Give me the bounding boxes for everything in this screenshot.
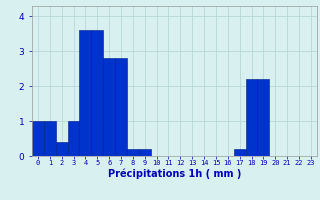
Bar: [234, 149, 246, 156]
Bar: [103, 58, 115, 156]
Bar: [44, 121, 56, 156]
Bar: [115, 58, 127, 156]
Bar: [32, 121, 44, 156]
Bar: [79, 30, 91, 156]
Bar: [56, 142, 68, 156]
Bar: [91, 30, 103, 156]
X-axis label: Précipitations 1h ( mm ): Précipitations 1h ( mm ): [108, 169, 241, 179]
Bar: [139, 149, 151, 156]
Bar: [68, 121, 79, 156]
Bar: [246, 79, 258, 156]
Bar: [127, 149, 139, 156]
Bar: [258, 79, 269, 156]
